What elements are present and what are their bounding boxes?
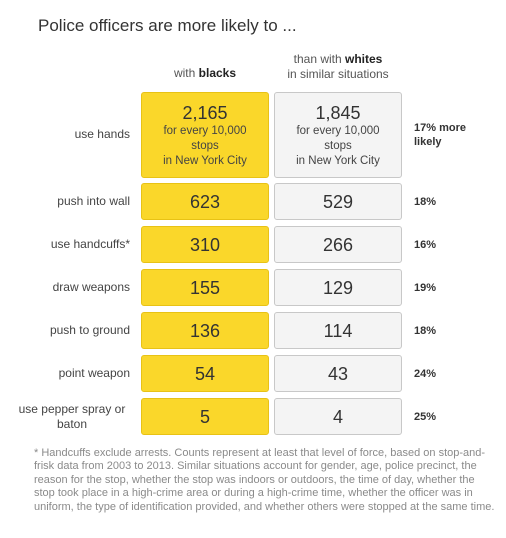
whites-value-cell: 266 [274, 226, 402, 263]
whites-value-cell: 529 [274, 183, 402, 220]
footnote: * Handcuffs exclude arrests. Counts repr… [34, 447, 495, 513]
blacks-value-cell: 155 [141, 269, 269, 306]
blacks-value-cell: 136 [141, 312, 269, 349]
rate-note: for every 10,000 [296, 124, 380, 137]
percent-more-likely: 18% [414, 324, 437, 337]
rate-note: stops [324, 139, 352, 152]
blacks-value: 623 [189, 191, 221, 212]
row-label: use pepper spray or baton [18, 401, 126, 431]
blacks-value: 155 [189, 277, 221, 298]
whites-value: 43 [327, 363, 349, 384]
column-header-blacks-bold: blacks [198, 66, 237, 80]
row-label: use hands [74, 127, 130, 141]
rate-note: for every 10,000 [163, 124, 247, 137]
whites-value-cell: 4 [274, 398, 402, 435]
blacks-value: 2,165 [182, 102, 228, 123]
whites-value-cell: 43 [274, 355, 402, 392]
blacks-value: 310 [189, 234, 221, 255]
whites-value-cell: 1,845 for every 10,000 stops in New York Ci… [274, 92, 402, 178]
percent-more-likely: 25% [414, 410, 437, 423]
whites-value: 529 [322, 191, 354, 212]
rate-note: in New York City [296, 154, 380, 167]
column-header-whites-prefix: than with [293, 52, 346, 66]
blacks-value-cell: 623 [141, 183, 269, 220]
row-label: push into wall [57, 193, 130, 208]
blacks-value-cell: 5 [141, 398, 269, 435]
percent-more-likely: 17% more likely [414, 122, 466, 148]
blacks-value-cell: 54 [141, 355, 269, 392]
percent-more-likely: 19% [414, 281, 437, 294]
column-header-whites: than with whites in similar situations [273, 52, 403, 82]
percent-more-likely: 24% [414, 367, 437, 380]
whites-value: 129 [322, 277, 354, 298]
blacks-value-cell: 2,165 for every 10,000 stops in New York Ci… [141, 92, 269, 178]
row-label: point weapon [58, 365, 130, 380]
whites-value: 4 [332, 406, 343, 427]
whites-value: 1,845 [315, 102, 361, 123]
column-header-blacks: with blacks [140, 66, 270, 81]
whites-value: 266 [322, 234, 354, 255]
rate-note: stops [191, 139, 219, 152]
percent-more-likely: 16% [414, 238, 437, 251]
whites-value-cell: 114 [274, 312, 402, 349]
column-header-blacks-prefix: with [173, 66, 199, 80]
percent-more-likely: 18% [414, 195, 437, 208]
whites-value-cell: 129 [274, 269, 402, 306]
column-header-whites-bold: whites [345, 52, 383, 66]
whites-value: 114 [323, 320, 353, 341]
blacks-value: 5 [199, 406, 210, 427]
row-label: draw weapons [52, 279, 130, 294]
blacks-value: 136 [189, 320, 221, 341]
row-label: push to ground [49, 322, 130, 337]
column-header-whites-line2: in similar situations [287, 67, 389, 81]
rate-note: in New York City [163, 154, 247, 167]
row-label: use handcuffs* [50, 236, 130, 251]
blacks-value-cell: 310 [141, 226, 269, 263]
chart-title: Police officers are more likely to ... [38, 16, 297, 35]
blacks-value: 54 [194, 363, 216, 384]
